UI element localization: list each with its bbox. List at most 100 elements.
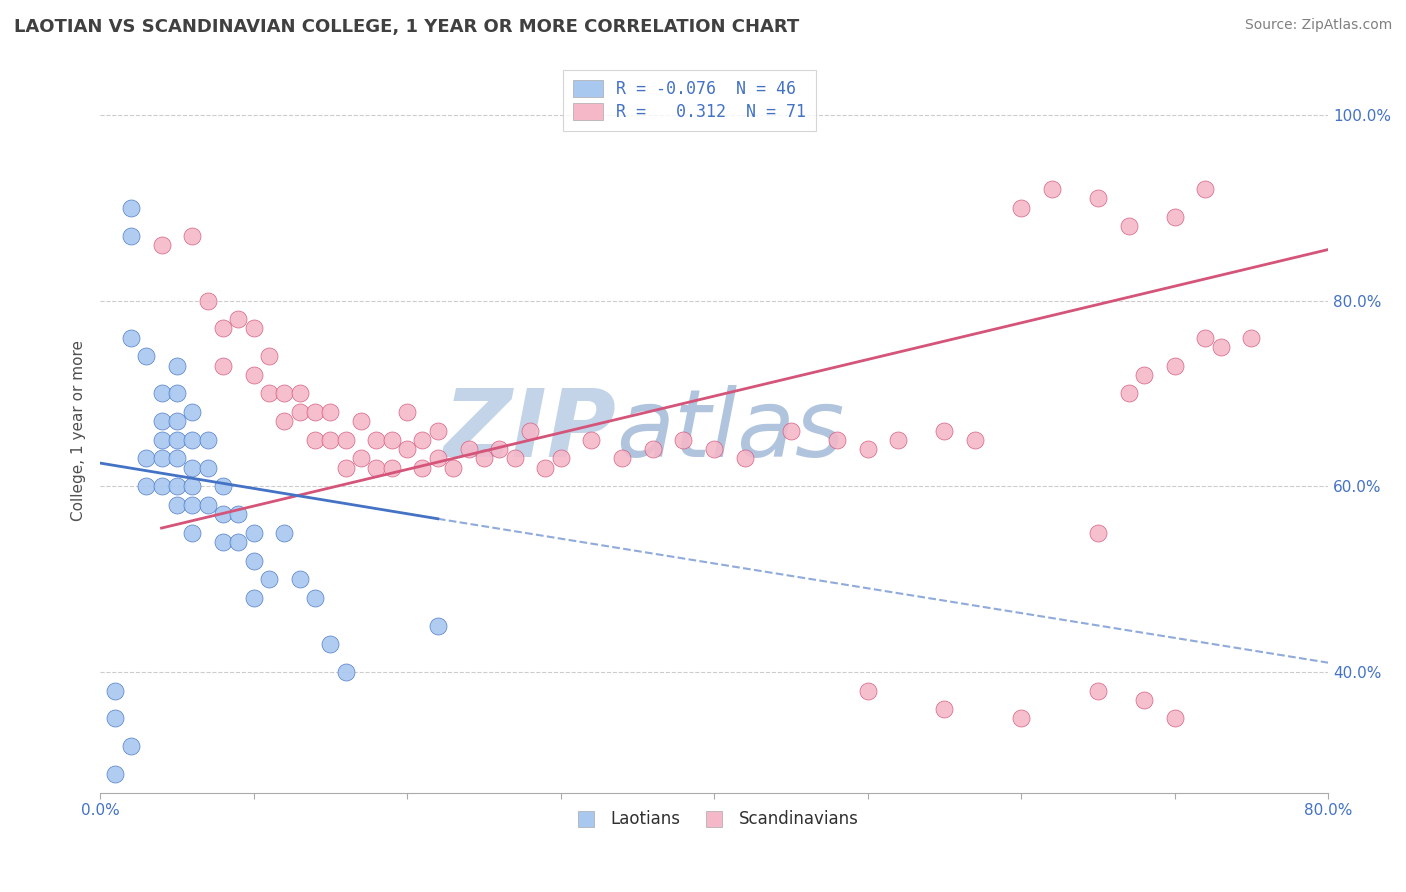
Point [934,702,956,716]
Point [242,591,264,605]
Point [166,386,188,401]
Point [366,433,388,447]
Point [197,433,219,447]
Point [212,321,235,335]
Point [212,507,235,521]
Point [120,228,142,243]
Point [703,442,725,457]
Point [104,711,127,725]
Point [856,442,879,457]
Point [212,359,235,373]
Point [242,525,264,540]
Point [350,451,373,466]
Point [150,433,173,447]
Point [226,507,249,521]
Point [104,767,127,781]
Point [181,228,204,243]
Point [104,683,127,698]
Point [166,479,188,493]
Point [581,433,603,447]
Point [1194,182,1216,196]
Y-axis label: College, 1 year or more: College, 1 year or more [72,340,86,521]
Text: atlas: atlas [616,385,844,476]
Point [1240,331,1263,345]
Point [319,433,342,447]
Point [335,433,357,447]
Point [1209,340,1232,354]
Point [135,451,157,466]
Point [1118,219,1140,234]
Point [350,414,373,428]
Point [335,460,357,475]
Point [672,433,695,447]
Point [304,433,326,447]
Point [396,442,419,457]
Point [1087,525,1109,540]
Point [503,451,526,466]
Point [181,433,204,447]
Point [197,460,219,475]
Point [120,201,142,215]
Point [288,572,311,586]
Point [197,498,219,512]
Point [181,479,204,493]
Point [856,683,879,698]
Point [441,460,464,475]
Point [426,618,449,632]
Point [457,442,479,457]
Point [934,424,956,438]
Legend: Laotians, Scandinavians: Laotians, Scandinavians [562,804,866,835]
Point [181,405,204,419]
Point [366,460,388,475]
Point [150,414,173,428]
Point [1163,359,1185,373]
Point [534,460,557,475]
Point [288,405,311,419]
Point [212,479,235,493]
Point [135,479,157,493]
Point [273,386,295,401]
Point [1040,182,1063,196]
Point [181,460,204,475]
Point [887,433,910,447]
Point [319,637,342,651]
Point [1010,711,1032,725]
Point [426,424,449,438]
Point [381,433,404,447]
Point [150,238,173,252]
Point [411,460,433,475]
Point [166,359,188,373]
Point [472,451,495,466]
Point [304,591,326,605]
Point [242,368,264,382]
Point [610,451,633,466]
Point [1163,711,1185,725]
Point [411,433,433,447]
Point [120,739,142,754]
Point [166,451,188,466]
Point [1087,683,1109,698]
Point [273,414,295,428]
Point [381,460,404,475]
Text: LAOTIAN VS SCANDINAVIAN COLLEGE, 1 YEAR OR MORE CORRELATION CHART: LAOTIAN VS SCANDINAVIAN COLLEGE, 1 YEAR … [14,18,799,36]
Point [1010,201,1032,215]
Point [166,433,188,447]
Point [257,572,280,586]
Point [780,424,803,438]
Point [242,553,264,567]
Point [1087,192,1109,206]
Point [396,405,419,419]
Point [288,386,311,401]
Point [426,451,449,466]
Point [120,331,142,345]
Point [641,442,664,457]
Point [135,349,157,363]
Point [1194,331,1216,345]
Text: Source: ZipAtlas.com: Source: ZipAtlas.com [1244,18,1392,32]
Point [226,312,249,326]
Point [257,349,280,363]
Point [734,451,756,466]
Point [150,386,173,401]
Point [304,405,326,419]
Point [166,498,188,512]
